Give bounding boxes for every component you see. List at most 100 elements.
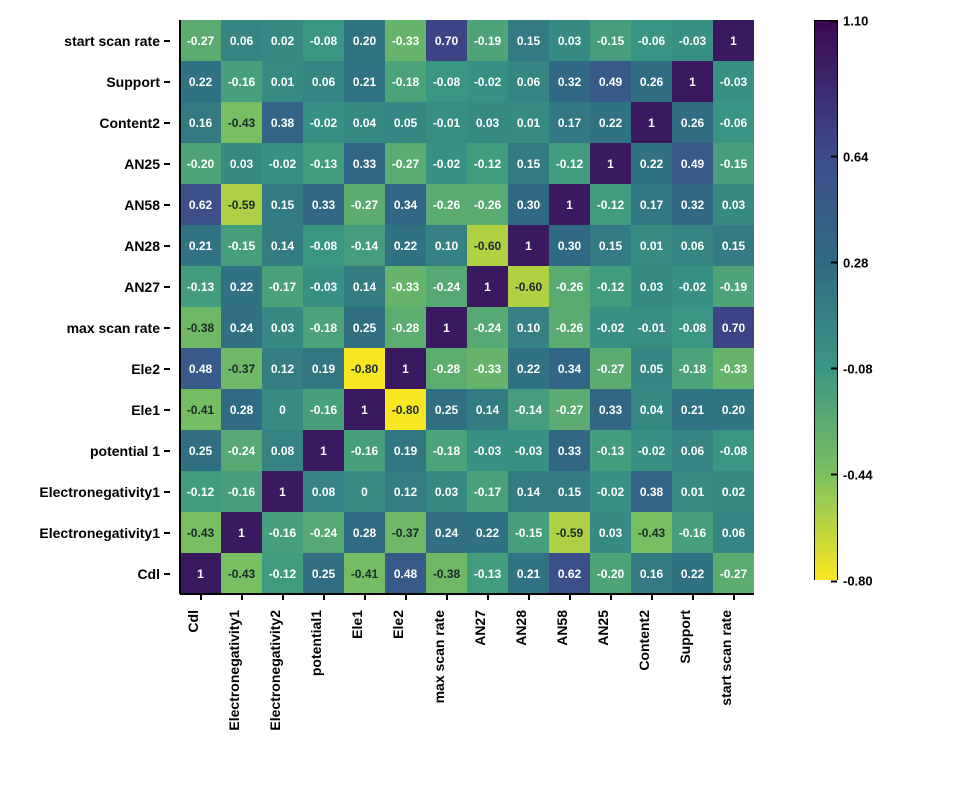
heatmap-cell: -0.43 [180, 512, 221, 553]
heatmap-cell: 0.15 [549, 471, 590, 512]
heatmap-cell: -0.80 [344, 348, 385, 389]
y-tick-label: Electronegativity1 [0, 471, 172, 512]
heatmap-cell: -0.27 [549, 389, 590, 430]
heatmap-cell: 0.28 [344, 512, 385, 553]
heatmap-cell: 0.30 [549, 225, 590, 266]
colorbar-tick: 0.64 [837, 149, 868, 164]
heatmap-cell: -0.80 [385, 389, 426, 430]
heatmap-cell: 0.70 [713, 307, 754, 348]
heatmap-cell: 0.22 [590, 102, 631, 143]
heatmap-cell: -0.16 [262, 512, 303, 553]
heatmap-cell: -0.16 [672, 512, 713, 553]
heatmap-cell: 0.20 [344, 20, 385, 61]
heatmap-cell: 0.03 [467, 102, 508, 143]
heatmap-cell: -0.16 [221, 471, 262, 512]
heatmap-cell: -0.33 [385, 266, 426, 307]
heatmap-cell: 0 [262, 389, 303, 430]
y-axis: start scan rateSupportContent2AN25AN58AN… [0, 20, 172, 594]
heatmap-cell: 0.06 [713, 512, 754, 553]
heatmap-cell: 0.05 [631, 348, 672, 389]
heatmap-cell: 1 [631, 102, 672, 143]
heatmap-cell: 1 [590, 143, 631, 184]
heatmap-cell: -0.13 [590, 430, 631, 471]
heatmap-cell: -0.27 [344, 184, 385, 225]
heatmap-cell: -0.08 [303, 20, 344, 61]
heatmap-cell: -0.12 [467, 143, 508, 184]
heatmap-cell: -0.26 [549, 266, 590, 307]
axis-line-bottom [180, 593, 754, 595]
heatmap-cell: 0.14 [467, 389, 508, 430]
heatmap-cell: 0.21 [180, 225, 221, 266]
y-tick-label: AN58 [0, 184, 172, 225]
heatmap-cell: -0.18 [303, 307, 344, 348]
heatmap-cell: -0.08 [426, 61, 467, 102]
colorbar-tick: -0.08 [837, 361, 873, 376]
colorbar-tick: 0.28 [837, 255, 868, 270]
heatmap-cell: 0.21 [508, 553, 549, 594]
heatmap-cell: -0.12 [180, 471, 221, 512]
heatmap-cell: 0.06 [303, 61, 344, 102]
heatmap-cell: -0.14 [344, 225, 385, 266]
heatmap-cell: 0.22 [180, 61, 221, 102]
heatmap-cell: -0.60 [467, 225, 508, 266]
heatmap-cell: 0.22 [467, 512, 508, 553]
heatmap-cell: -0.37 [385, 512, 426, 553]
heatmap-cell: 0.06 [672, 430, 713, 471]
heatmap-cell: 0.48 [385, 553, 426, 594]
heatmap-cell: 0.03 [549, 20, 590, 61]
heatmap-cell: 0.03 [590, 512, 631, 553]
heatmap-cell: 0.01 [672, 471, 713, 512]
heatmap-cell: -0.33 [385, 20, 426, 61]
heatmap-cell: -0.41 [180, 389, 221, 430]
heatmap-cell: 0.30 [508, 184, 549, 225]
y-tick-label: max scan rate [0, 307, 172, 348]
heatmap-cell: -0.43 [631, 512, 672, 553]
heatmap-cell: -0.17 [262, 266, 303, 307]
axis-line-left [179, 20, 181, 594]
heatmap-cell: -0.16 [344, 430, 385, 471]
heatmap-cell: 1 [713, 20, 754, 61]
heatmap-cell: -0.26 [467, 184, 508, 225]
y-tick-label: AN25 [0, 143, 172, 184]
colorbar-tick: 1.10 [837, 14, 868, 29]
y-tick-label: potential 1 [0, 430, 172, 471]
heatmap-cell: -0.06 [631, 20, 672, 61]
heatmap-cell: -0.02 [426, 143, 467, 184]
heatmap-cell: 1 [180, 553, 221, 594]
heatmap-cell: 0.14 [508, 471, 549, 512]
heatmap-cell: 0.04 [344, 102, 385, 143]
heatmap-cell: -0.15 [590, 20, 631, 61]
heatmap-cell: 1 [426, 307, 467, 348]
heatmap-cell: -0.33 [467, 348, 508, 389]
heatmap-cell: 0.16 [180, 102, 221, 143]
heatmap-cell: -0.01 [426, 102, 467, 143]
heatmap-cell: 0.01 [262, 61, 303, 102]
heatmap-cell: -0.02 [672, 266, 713, 307]
heatmap-cell: 0.28 [221, 389, 262, 430]
colorbar-tick: -0.80 [837, 574, 873, 589]
heatmap-cell: -0.02 [262, 143, 303, 184]
y-tick-label: Electronegativity1 [0, 512, 172, 553]
y-tick-label: Content2 [0, 102, 172, 143]
heatmap-cell: 0.33 [303, 184, 344, 225]
heatmap-cell: 0.16 [631, 553, 672, 594]
heatmap-cell: 0.01 [631, 225, 672, 266]
heatmap-cell: 0.33 [549, 430, 590, 471]
heatmap-cell: 0.15 [508, 143, 549, 184]
heatmap-cell: -0.37 [221, 348, 262, 389]
heatmap-cell: -0.03 [672, 20, 713, 61]
heatmap-cell: 0.08 [303, 471, 344, 512]
heatmap-cell: -0.27 [385, 143, 426, 184]
heatmap-cell: -0.01 [631, 307, 672, 348]
heatmap-cell: -0.16 [303, 389, 344, 430]
heatmap-cell: 0.03 [221, 143, 262, 184]
heatmap-cell: 0.22 [385, 225, 426, 266]
chart-container: start scan rateSupportContent2AN25AN58AN… [0, 0, 959, 789]
heatmap-cell: -0.13 [303, 143, 344, 184]
heatmap-cell: 0.15 [508, 20, 549, 61]
heatmap-cell: 0.38 [262, 102, 303, 143]
heatmap-cell: -0.18 [672, 348, 713, 389]
heatmap-cell: 0.20 [713, 389, 754, 430]
heatmap-cell: 0.70 [426, 20, 467, 61]
heatmap-cell: -0.27 [590, 348, 631, 389]
